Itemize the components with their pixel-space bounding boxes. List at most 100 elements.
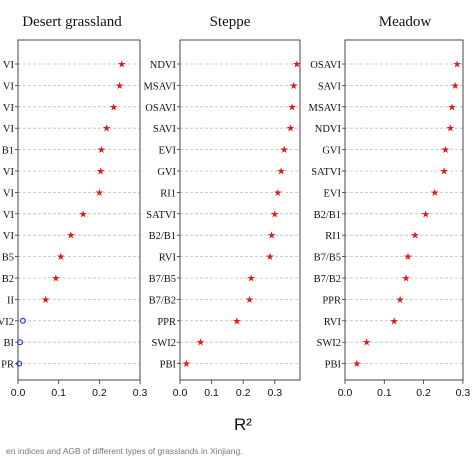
category-label: VI bbox=[3, 210, 15, 221]
data-point: ★ bbox=[196, 338, 205, 349]
category-label: VI bbox=[3, 167, 15, 178]
panel-title: Steppe bbox=[210, 14, 251, 30]
category-label: EVI bbox=[159, 146, 177, 157]
x-tick-label: 0.1 bbox=[377, 387, 392, 399]
data-point: ★ bbox=[352, 359, 361, 370]
x-tick-label: 0.1 bbox=[204, 387, 219, 399]
category-label: VI2 bbox=[0, 317, 14, 328]
data-point: ★ bbox=[446, 124, 455, 135]
data-point: ★ bbox=[79, 209, 88, 220]
category-label: B2/B1 bbox=[149, 231, 176, 242]
category-label: PPR bbox=[157, 317, 176, 328]
x-tick-label: 0.0 bbox=[173, 387, 188, 399]
category-label: B7/B2 bbox=[314, 274, 341, 285]
category-label: MSAVI bbox=[144, 81, 177, 92]
data-point: ★ bbox=[441, 145, 450, 156]
data-point: ★ bbox=[451, 81, 460, 92]
chart-panels: Desert grassland VI VI VI VI B1 VI VI VI VI B5 B2 II… bbox=[0, 14, 470, 399]
data-point: ★ bbox=[288, 102, 297, 113]
category-label: BI bbox=[4, 338, 15, 349]
data-point: ★ bbox=[440, 167, 449, 178]
category-label: SWI2 bbox=[317, 338, 342, 349]
data-point: ★ bbox=[109, 102, 118, 113]
data-point: ★ bbox=[289, 81, 298, 92]
category-label: OSAVI bbox=[310, 60, 341, 71]
data-point: ★ bbox=[117, 60, 126, 71]
panel-title: Meadow bbox=[379, 14, 432, 30]
category-label: SAVI bbox=[153, 124, 177, 135]
category-label: GVI bbox=[157, 167, 176, 178]
data-point: ★ bbox=[247, 274, 256, 285]
category-label: PBI bbox=[325, 360, 342, 371]
data-point: ★ bbox=[182, 359, 191, 370]
data-point: ★ bbox=[362, 338, 371, 349]
data-point: ★ bbox=[245, 295, 254, 306]
x-tick-label: 0.3 bbox=[133, 387, 148, 399]
x-tick-label: 0.2 bbox=[416, 387, 431, 399]
category-label: VI bbox=[3, 60, 15, 71]
category-label: VI bbox=[3, 103, 15, 114]
chart-panel-1: Desert grassland VI VI VI VI B1 VI VI VI VI B5 B2 II… bbox=[0, 14, 148, 399]
data-point: ★ bbox=[95, 188, 104, 199]
data-point: ★ bbox=[286, 124, 295, 135]
data-point bbox=[17, 339, 24, 346]
category-label: II bbox=[7, 295, 14, 306]
category-label: SATVI bbox=[146, 210, 176, 221]
category-label: MSAVI bbox=[309, 103, 342, 114]
category-label: NDVI bbox=[315, 124, 342, 135]
category-label: PR bbox=[1, 360, 14, 371]
data-point: ★ bbox=[401, 274, 410, 285]
x-axis-label: R² bbox=[234, 415, 252, 434]
data-point: ★ bbox=[277, 167, 286, 178]
data-point: ★ bbox=[421, 209, 430, 220]
data-point: ★ bbox=[448, 102, 457, 113]
category-label: PPR bbox=[322, 295, 341, 306]
data-point: ★ bbox=[41, 295, 50, 306]
data-point: ★ bbox=[266, 252, 275, 263]
category-label: B1 bbox=[2, 146, 14, 157]
data-point: ★ bbox=[396, 295, 405, 306]
category-label: PBI bbox=[160, 360, 177, 371]
category-label: VI bbox=[3, 81, 15, 92]
data-point: ★ bbox=[280, 145, 289, 156]
data-point: ★ bbox=[97, 145, 106, 156]
data-point: ★ bbox=[403, 252, 412, 263]
x-tick-label: 0.0 bbox=[11, 387, 26, 399]
x-tick-label: 0.2 bbox=[92, 387, 107, 399]
x-tick-label: 0.2 bbox=[236, 387, 251, 399]
data-point: ★ bbox=[267, 231, 276, 242]
data-point: ★ bbox=[51, 274, 60, 285]
category-label: B7/B2 bbox=[149, 295, 176, 306]
data-point bbox=[16, 360, 23, 367]
category-label: VI bbox=[3, 188, 15, 199]
panel-frame bbox=[179, 39, 301, 381]
category-label: RI1 bbox=[325, 231, 341, 242]
category-label: B2 bbox=[2, 274, 14, 285]
category-label: RI1 bbox=[160, 188, 176, 199]
category-label: SATVI bbox=[311, 167, 341, 178]
category-label: VI bbox=[3, 231, 15, 242]
category-label: OSAVI bbox=[145, 103, 176, 114]
data-point: ★ bbox=[56, 252, 65, 263]
x-tick-label: 0.3 bbox=[267, 387, 282, 399]
category-label: B7/B5 bbox=[314, 253, 341, 264]
category-label: RVI bbox=[324, 317, 342, 328]
chart-panel-2: Steppe NDVI MSAVI OSAVI SAVI EVI GVI RI1 SATVI B2… bbox=[144, 14, 302, 399]
category-label: VI bbox=[3, 124, 15, 135]
data-point: ★ bbox=[115, 81, 124, 92]
panel-frame bbox=[344, 39, 464, 381]
data-point: ★ bbox=[102, 124, 111, 135]
category-label: B2/B1 bbox=[314, 210, 341, 221]
data-point: ★ bbox=[292, 60, 301, 71]
x-tick-label: 0.0 bbox=[338, 387, 353, 399]
data-point: ★ bbox=[270, 209, 279, 220]
panel-frame bbox=[17, 39, 141, 381]
x-tick-label: 0.1 bbox=[51, 387, 66, 399]
data-point bbox=[19, 317, 26, 324]
data-point: ★ bbox=[411, 231, 420, 242]
data-point: ★ bbox=[430, 188, 439, 199]
category-label: GVI bbox=[322, 146, 341, 157]
category-label: SAVI bbox=[318, 81, 342, 92]
category-label: EVI bbox=[324, 188, 342, 199]
